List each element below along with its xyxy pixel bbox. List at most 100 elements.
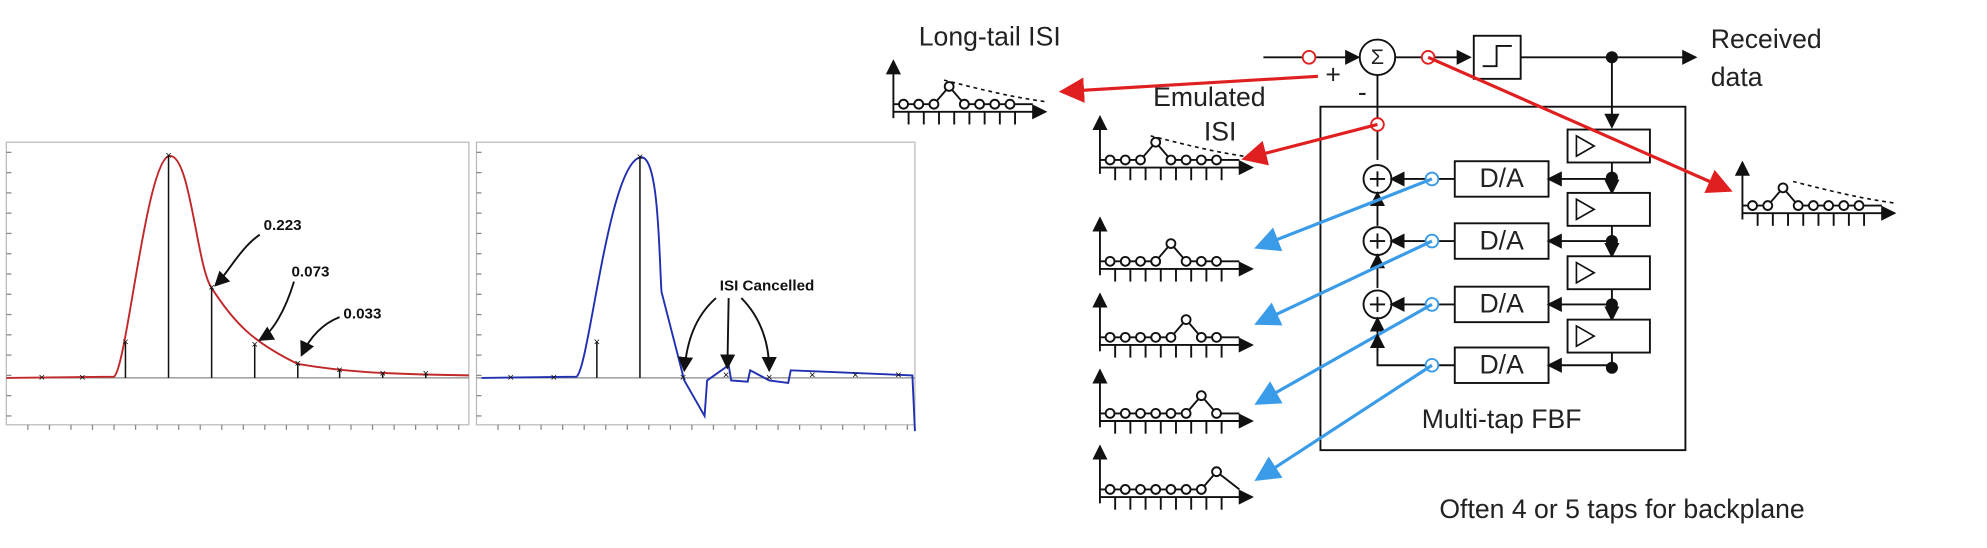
circle [1211,466,1222,478]
circle [1119,154,1131,166]
line [1427,55,1733,194]
circle [1195,390,1207,402]
path [893,84,1033,106]
circle [1195,331,1207,343]
path [720,298,736,370]
circle [1180,154,1192,166]
circle [989,98,1001,110]
path [1099,470,1240,491]
circle [1301,50,1317,65]
circle [1180,314,1192,326]
plot-frame [475,141,916,426]
path [943,79,1046,103]
path [1575,197,1596,221]
circle [1135,331,1146,343]
label: Received [1711,24,1822,54]
label: Emulated [1153,82,1265,112]
circle [1104,484,1116,495]
sample-mark: × [379,368,386,380]
circle [1119,255,1131,267]
sample-mark: × [895,369,902,381]
sign: + [1325,59,1341,89]
dac-label: D/A [1479,163,1524,193]
annotation: 0.073 [291,264,329,281]
circle [974,98,985,110]
circle [1165,331,1177,343]
sum-symbol: Σ [1371,45,1384,69]
sample-mark: × [637,151,644,163]
path [740,297,777,373]
line [1254,239,1433,326]
circle [1150,484,1162,495]
circle [1838,200,1850,211]
circle [1135,255,1146,267]
circle [1104,408,1116,419]
box [1566,128,1651,164]
circle [1150,255,1162,267]
path [1792,180,1895,204]
box [1566,255,1651,291]
box [1566,191,1651,227]
sample-mark: × [79,372,86,384]
path [677,297,717,373]
line [1058,74,1319,103]
label: data [1711,62,1763,92]
circle [1211,255,1222,267]
circle [1195,154,1207,166]
sample-mark: × [680,372,687,384]
sample-mark: × [422,368,429,380]
circle [958,98,970,110]
sample-mark: × [251,339,258,351]
box [1453,160,1550,198]
circle [1150,331,1162,343]
circle [1777,182,1789,194]
box [1566,318,1651,354]
path [1099,140,1240,161]
box [1453,285,1550,324]
path [481,156,916,432]
dac-label: D/A [1479,350,1524,380]
path [1575,134,1596,158]
circle [1605,361,1618,374]
circle [1150,408,1162,419]
sample-mark: × [594,336,601,348]
box [1453,346,1550,384]
circle [1747,200,1758,211]
sample-mark: × [852,369,859,381]
circle [943,81,955,92]
circle [1762,200,1774,211]
path [1150,135,1253,159]
sample-mark: × [550,372,557,384]
plot-frame [5,141,470,426]
path [1575,324,1596,348]
sample-mark: × [122,336,129,348]
path [300,316,340,357]
annotation: 0.033 [343,306,381,323]
dac-label: D/A [1479,225,1524,255]
box [1453,222,1550,260]
label: Long-tail ISI [919,21,1061,51]
circle [1135,408,1146,419]
sample-mark: × [165,150,172,162]
circle [1165,484,1177,495]
path [1482,44,1512,68]
path [1099,318,1240,339]
circle [1004,98,1016,110]
circle [1211,331,1222,343]
label: Multi-tap FBF [1422,404,1582,434]
circle [928,98,940,110]
circle [1104,255,1116,267]
caption: Often 4 or 5 taps for backplane [1439,494,1804,524]
path [214,233,261,287]
sign: - [1358,77,1367,107]
sample-mark: × [294,358,301,370]
circle [1150,136,1162,148]
line [1241,122,1378,166]
circle [1165,408,1177,419]
circle [1853,200,1865,211]
sample-mark: × [208,282,215,294]
sample-mark: × [723,369,730,381]
path [1575,261,1596,285]
path [6,155,469,379]
circle [1180,484,1192,495]
